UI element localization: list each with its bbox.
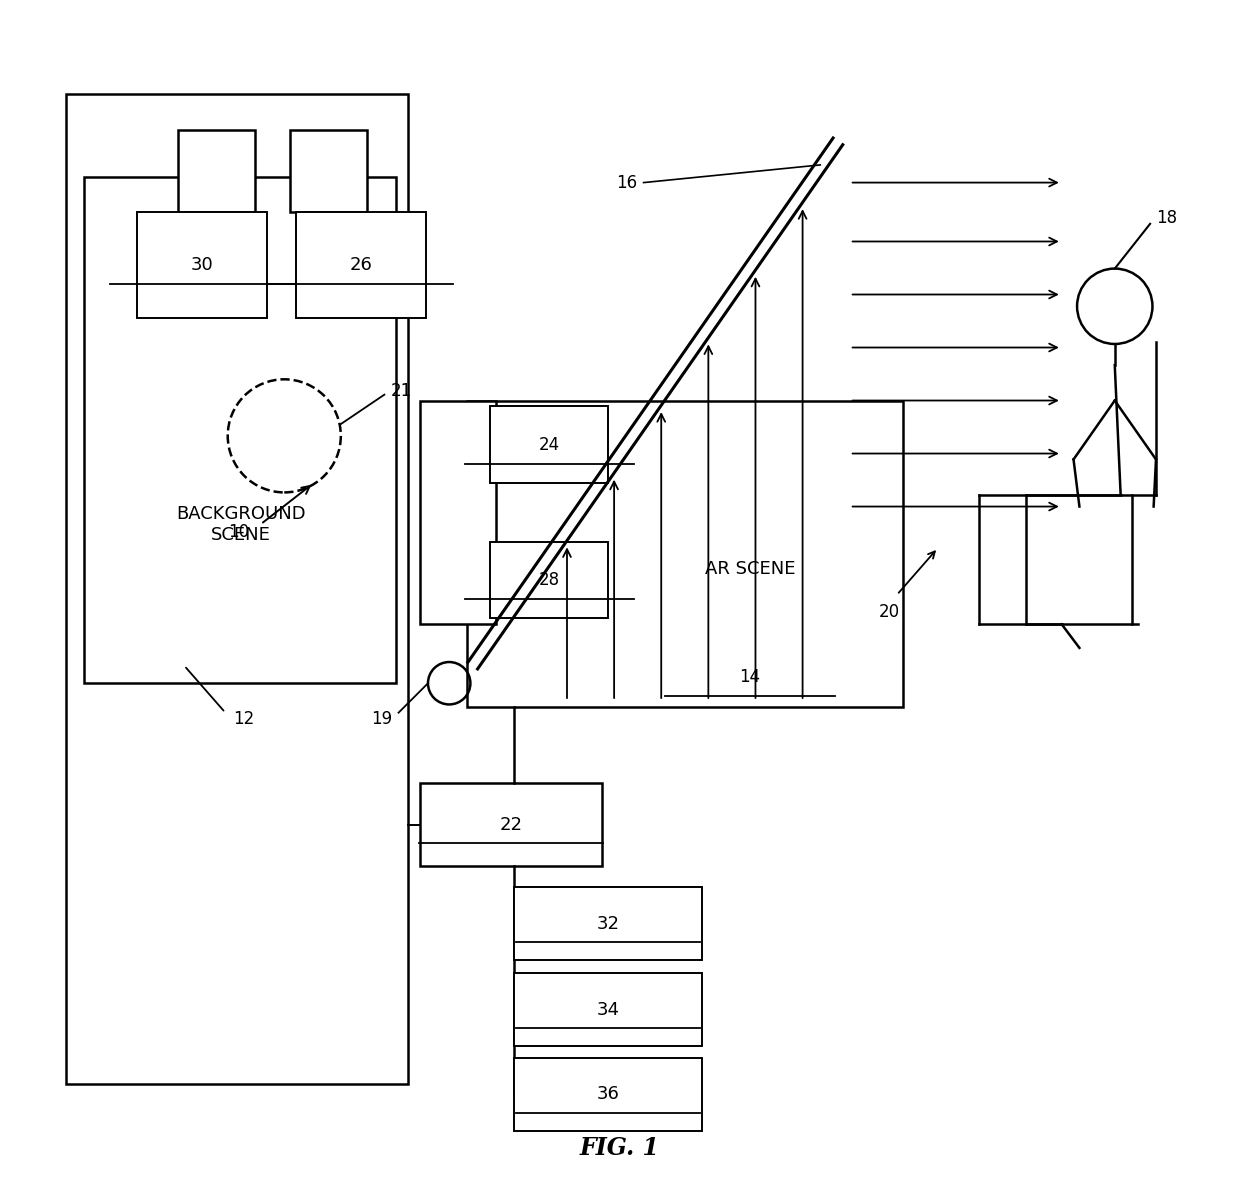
Text: 26: 26 <box>350 256 372 274</box>
FancyBboxPatch shape <box>515 1058 702 1131</box>
Text: 20: 20 <box>879 603 900 621</box>
FancyBboxPatch shape <box>138 212 267 318</box>
Text: 30: 30 <box>191 256 213 274</box>
FancyBboxPatch shape <box>420 401 496 624</box>
Text: 22: 22 <box>500 815 522 834</box>
Text: FIG. 1: FIG. 1 <box>580 1137 660 1160</box>
FancyBboxPatch shape <box>515 973 702 1046</box>
FancyBboxPatch shape <box>67 94 408 1084</box>
FancyBboxPatch shape <box>491 406 609 483</box>
Text: 28: 28 <box>538 571 560 589</box>
Text: 32: 32 <box>596 914 620 933</box>
FancyBboxPatch shape <box>420 783 603 866</box>
Text: 16: 16 <box>616 173 637 192</box>
Text: 36: 36 <box>596 1085 620 1104</box>
Text: 14: 14 <box>739 668 760 687</box>
Text: 10: 10 <box>228 523 249 542</box>
Text: 12: 12 <box>233 709 255 728</box>
Text: 34: 34 <box>596 1000 620 1019</box>
Text: BACKGROUND
SCENE: BACKGROUND SCENE <box>176 505 305 543</box>
Text: 19: 19 <box>372 709 393 728</box>
FancyBboxPatch shape <box>179 130 255 212</box>
Text: 24: 24 <box>538 436 560 454</box>
FancyBboxPatch shape <box>466 401 903 707</box>
FancyBboxPatch shape <box>296 212 425 318</box>
Text: AR SCENE: AR SCENE <box>704 560 795 578</box>
FancyBboxPatch shape <box>84 177 397 683</box>
FancyBboxPatch shape <box>515 887 702 960</box>
Text: 18: 18 <box>1156 209 1177 227</box>
FancyBboxPatch shape <box>290 130 367 212</box>
FancyBboxPatch shape <box>491 542 609 618</box>
Text: 21: 21 <box>391 382 412 401</box>
